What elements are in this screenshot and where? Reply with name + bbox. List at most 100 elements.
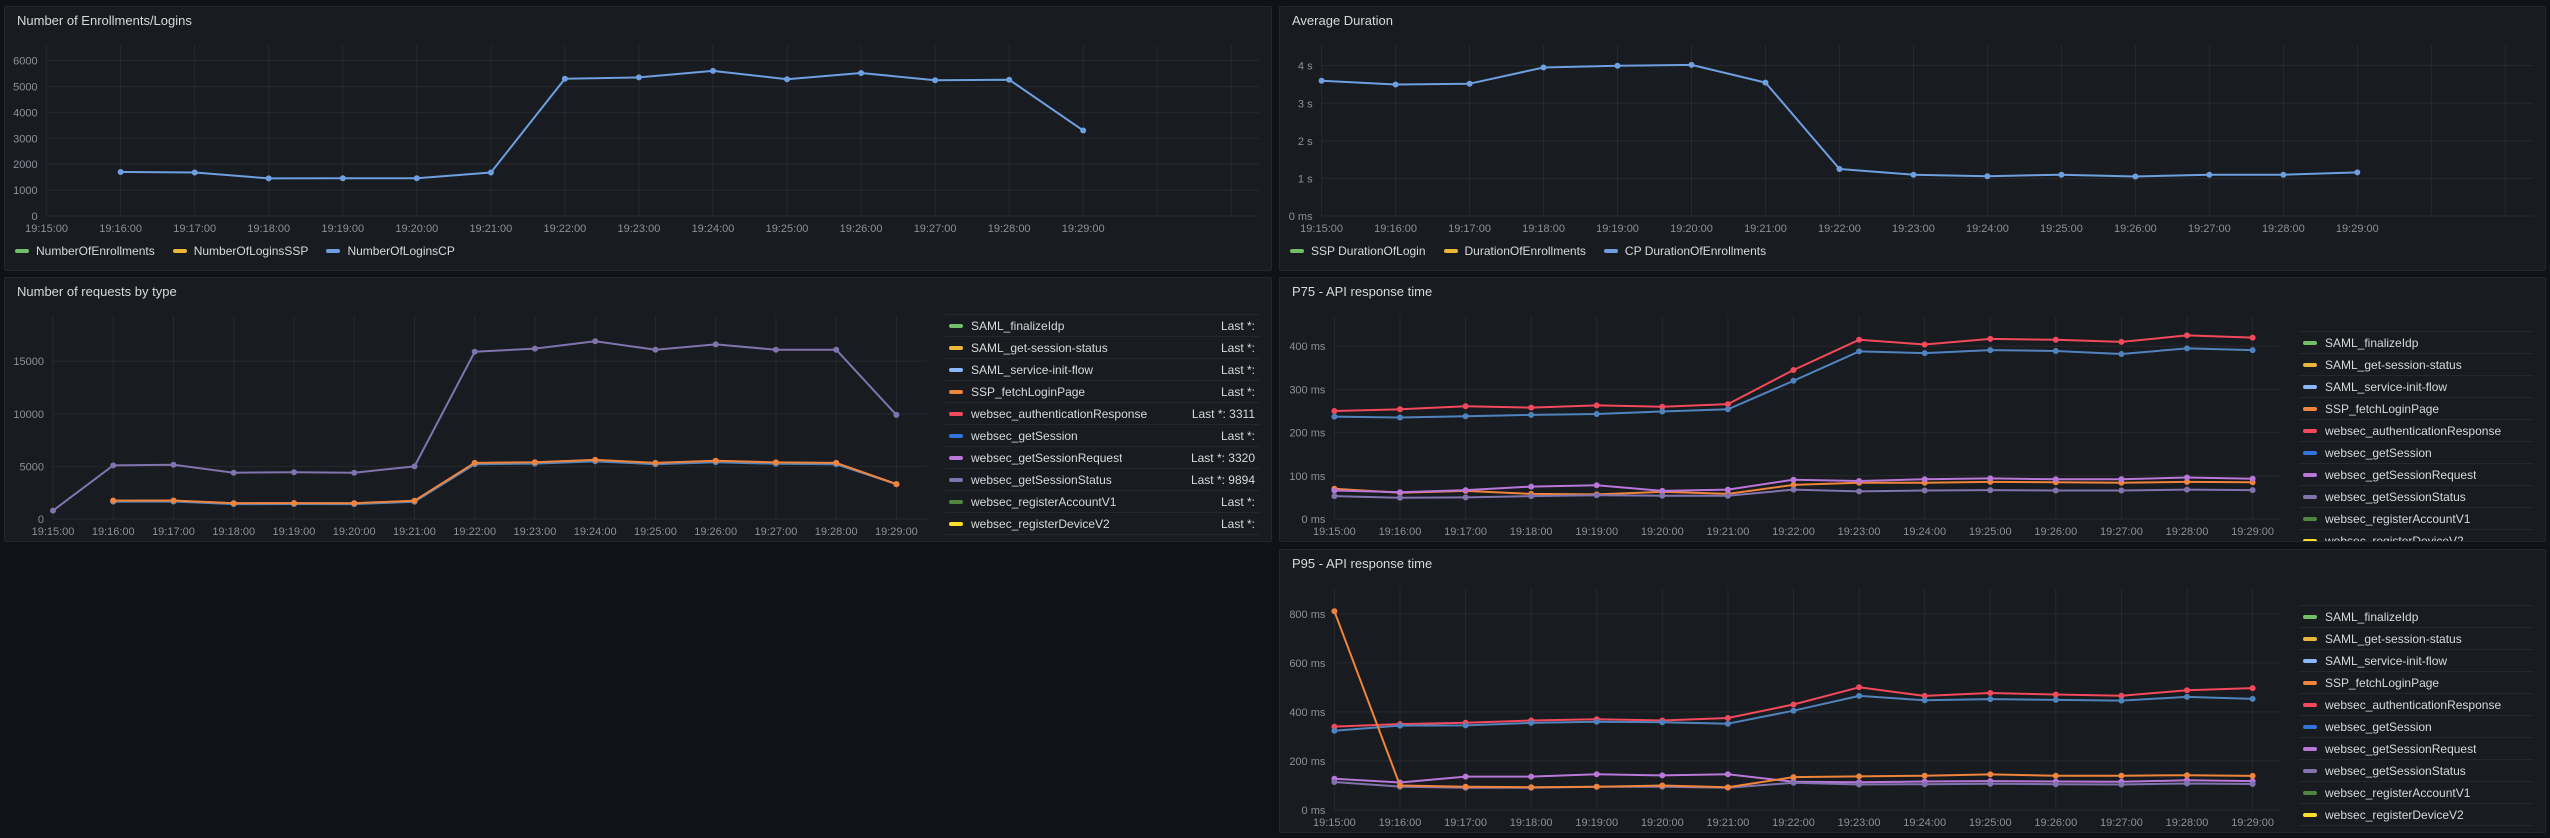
legend-item-SSP_fetchLoginPage[interactable]: SSP_fetchLoginPage Last *: — [945, 380, 1259, 402]
svg-text:6000: 6000 — [13, 56, 37, 68]
series-name: websec_registerAccountV1 — [971, 494, 1117, 509]
legend-item-websec_registerAccountV1[interactable]: websec_registerAccountV1 Last *: — [945, 490, 1259, 512]
series-color-swatch — [1290, 249, 1304, 253]
panel-number-of-requests-by-type: Number of requests by type 0 5000 10000 150… — [4, 277, 1272, 542]
legend-item-websec_getSession[interactable]: websec_getSession — [2299, 441, 2533, 463]
legend-item-NumberOfLoginsSSP[interactable]: NumberOfLoginsSSP — [172, 244, 308, 258]
series-name: SAML_get-session-status — [2325, 631, 2462, 646]
svg-text:19:22:00: 19:22:00 — [453, 526, 496, 538]
svg-text:19:15:00: 19:15:00 — [32, 526, 75, 538]
svg-text:19:20:00: 19:20:00 — [1670, 223, 1713, 235]
legend-item-SSP_fetchLoginPage[interactable]: SSP_fetchLoginPage — [2299, 671, 2533, 693]
legend-item-websec_registerSession[interactable]: websec_registerSession — [2299, 825, 2533, 832]
svg-text:19:27:00: 19:27:00 — [2188, 223, 2231, 235]
legend-item-SAML_get-session-status[interactable]: SAML_get-session-status — [2299, 627, 2533, 649]
legend-item-websec_getSessionStatus[interactable]: websec_getSessionStatus — [2299, 485, 2533, 507]
legend-item-DurationOfEnrollments[interactable]: DurationOfEnrollments — [1443, 244, 1586, 258]
svg-text:0: 0 — [38, 514, 44, 526]
svg-text:400 ms: 400 ms — [1289, 707, 1326, 719]
svg-text:19:24:00: 19:24:00 — [574, 526, 617, 538]
series-name: websec_getSessionRequest — [2325, 467, 2477, 482]
legend-item-websec_getSessionRequest[interactable]: websec_getSessionRequest — [2299, 463, 2533, 485]
legend-item-SAML_get-session-status[interactable]: SAML_get-session-status — [2299, 353, 2533, 375]
chart-area[interactable]: 0 ms 200 ms 400 ms 600 ms 800 ms 19:15:00 19:1… — [1280, 578, 2293, 832]
legend-item-SAML_service-init-flow[interactable]: SAML_service-init-flow — [2299, 649, 2533, 671]
chart-area[interactable]: 0 ms 100 ms 200 ms 300 ms 400 ms 19:15:00 19:1… — [1280, 306, 2293, 541]
legend: SAML_finalizeIdp Last *: SAML_get-session-… — [939, 306, 1271, 541]
legend-item-websec_registerAccountV1[interactable]: websec_registerAccountV1 — [2299, 507, 2533, 529]
svg-text:19:20:00: 19:20:00 — [1641, 526, 1684, 538]
panel-title[interactable]: Number of requests by type — [17, 284, 177, 299]
series-name: websec_authenticationResponse — [2325, 697, 2502, 712]
series-name: websec_getSession — [2325, 719, 2432, 734]
legend-item-NumberOfLoginsCP[interactable]: NumberOfLoginsCP — [326, 244, 455, 258]
series-name: NumberOfEnrollments — [36, 244, 155, 258]
legend-item-websec_getSessionRequest[interactable]: websec_getSessionRequest Last *: 3320 — [945, 446, 1259, 468]
series-name: websec_getSessionStatus — [971, 472, 1112, 487]
panel-title[interactable]: P95 - API response time — [1292, 556, 1433, 571]
legend-item-SAML_finalizeIdp[interactable]: SAML_finalizeIdp Last *: — [945, 314, 1259, 336]
chart-area[interactable]: 0 5000 10000 15000 19:15:00 19:16:00 19:17:00 1… — [5, 306, 939, 541]
series-name: websec_getSessionRequest — [971, 450, 1123, 465]
legend-item-websec_getSessionStatus[interactable]: websec_getSessionStatus Last *: 9894 — [945, 468, 1259, 490]
series-name: websec_registerDeviceV2 — [2325, 807, 2464, 822]
series-color-swatch — [2303, 428, 2317, 433]
legend-item-SAML_finalizeIdp[interactable]: SAML_finalizeIdp — [2299, 331, 2533, 353]
legend-item-websec_getSessionRequest[interactable]: websec_getSessionRequest — [2299, 737, 2533, 759]
legend-item-CP DurationOfEnrollments[interactable]: CP DurationOfEnrollments — [1603, 244, 1766, 258]
legend: SAML_finalizeIdp SAML_get-session-status S… — [2293, 578, 2545, 832]
svg-text:19:21:00: 19:21:00 — [1707, 817, 1750, 829]
legend-item-websec_getSession[interactable]: websec_getSession — [2299, 715, 2533, 737]
series-color-swatch — [2303, 746, 2317, 751]
legend-item-websec_registerDeviceV2[interactable]: websec_registerDeviceV2 Last *: — [945, 512, 1259, 534]
legend-item-websec_registerDeviceV2[interactable]: websec_registerDeviceV2 — [2299, 529, 2533, 541]
series-color-swatch — [949, 367, 963, 372]
legend-item-SAML_get-session-status[interactable]: SAML_get-session-status Last *: — [945, 336, 1259, 358]
legend-item-websec_authenticationResponse[interactable]: websec_authenticationResponse Last *: 331… — [945, 402, 1259, 424]
series-color-swatch — [949, 345, 963, 350]
legend-item-websec_registerAccountV1[interactable]: websec_registerAccountV1 — [2299, 781, 2533, 803]
legend-item-websec_authenticationResponse[interactable]: websec_authenticationResponse — [2299, 693, 2533, 715]
svg-text:300 ms: 300 ms — [1289, 384, 1326, 396]
legend-item-websec_registerSession[interactable]: websec_registerSession Last *: 3314 — [945, 534, 1259, 541]
svg-text:19:15:00: 19:15:00 — [25, 223, 68, 235]
legend-item-SAML_service-init-flow[interactable]: SAML_service-init-flow — [2299, 375, 2533, 397]
legend-item-SAML_service-init-flow[interactable]: SAML_service-init-flow Last *: — [945, 358, 1259, 380]
chart-area[interactable]: 0 1000 2000 3000 4000 5000 6000 19:15:00 19:16:0… — [5, 35, 1271, 238]
series-name: SAML_finalizeIdp — [2325, 335, 2419, 350]
series-color-swatch — [949, 477, 963, 482]
svg-text:19:28:00: 19:28:00 — [2262, 223, 2305, 235]
legend-item-websec_registerDeviceV2[interactable]: websec_registerDeviceV2 — [2299, 803, 2533, 825]
panel-title[interactable]: Average Duration — [1292, 13, 1393, 28]
series-name: websec_getSession — [971, 428, 1078, 443]
svg-text:19:18:00: 19:18:00 — [1510, 526, 1553, 538]
series-color-swatch — [949, 323, 963, 328]
svg-text:19:21:00: 19:21:00 — [1744, 223, 1787, 235]
panel-title[interactable]: P75 - API response time — [1292, 284, 1433, 299]
series-name: SAML_service-init-flow — [971, 362, 1094, 377]
svg-text:0 ms: 0 ms — [1289, 211, 1313, 223]
svg-text:19:17:00: 19:17:00 — [1444, 817, 1487, 829]
svg-text:19:25:00: 19:25:00 — [634, 526, 677, 538]
series-name: websec_getSessionStatus — [2325, 489, 2466, 504]
legend-item-NumberOfEnrollments[interactable]: NumberOfEnrollments — [15, 244, 155, 258]
legend-item-SAML_finalizeIdp[interactable]: SAML_finalizeIdp — [2299, 605, 2533, 627]
legend-item-websec_authenticationResponse[interactable]: websec_authenticationResponse — [2299, 419, 2533, 441]
svg-text:19:26:00: 19:26:00 — [2034, 526, 2077, 538]
legend: NumberOfEnrollments NumberOfLoginsSSP Numb… — [5, 238, 1271, 270]
legend-item-websec_getSession[interactable]: websec_getSession Last *: — [945, 424, 1259, 446]
svg-text:19:24:00: 19:24:00 — [1966, 223, 2009, 235]
chart-area[interactable]: 0 ms 1 s 2 s 3 s 4 s 19:15:00 19:16:00 19:17:00… — [1280, 35, 2545, 238]
legend-item-SSP_fetchLoginPage[interactable]: SSP_fetchLoginPage — [2299, 397, 2533, 419]
series-color-swatch — [2303, 406, 2317, 411]
svg-text:19:27:00: 19:27:00 — [755, 526, 798, 538]
svg-text:19:29:00: 19:29:00 — [2231, 526, 2274, 538]
series-name: SAML_finalizeIdp — [2325, 609, 2419, 624]
svg-text:19:20:00: 19:20:00 — [333, 526, 376, 538]
legend-item-SSP DurationOfLogin[interactable]: SSP DurationOfLogin — [1290, 244, 1426, 258]
panel-title[interactable]: Number of Enrollments/Logins — [17, 13, 192, 28]
legend-item-websec_getSessionStatus[interactable]: websec_getSessionStatus — [2299, 759, 2533, 781]
svg-text:19:16:00: 19:16:00 — [1379, 817, 1422, 829]
svg-text:2000: 2000 — [13, 159, 37, 171]
series-last-value: Last *: — [1220, 384, 1255, 399]
